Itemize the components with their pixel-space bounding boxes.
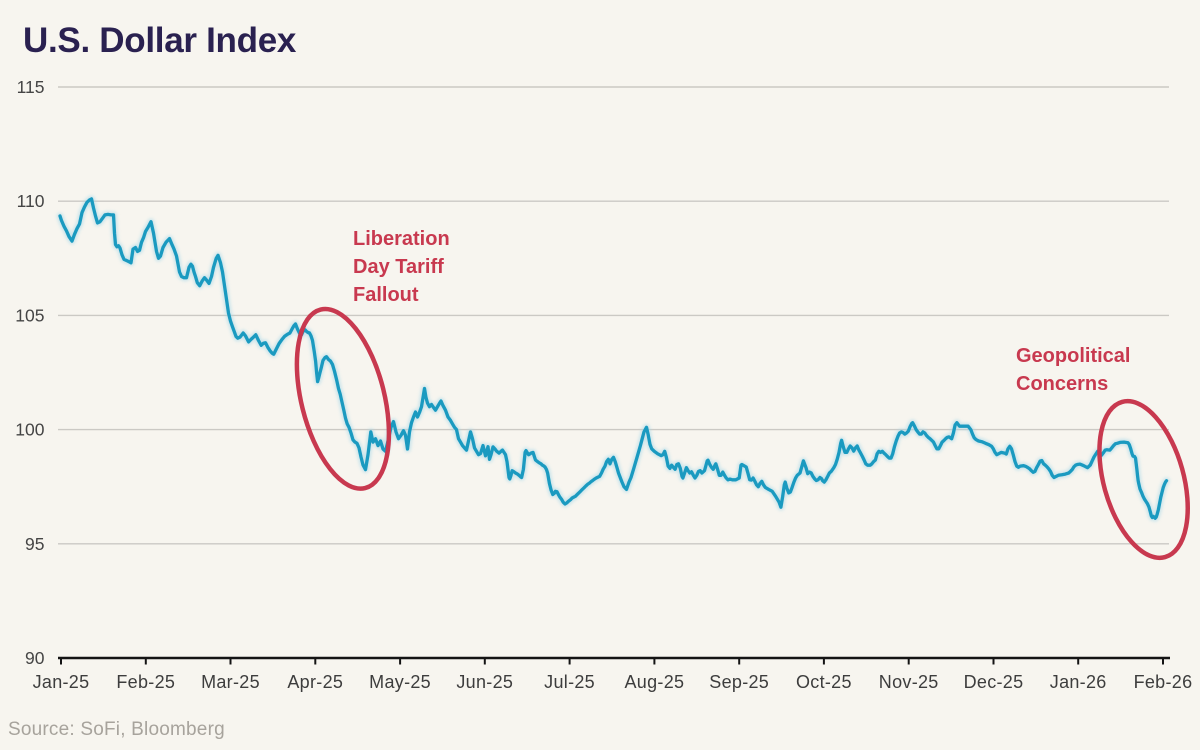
- svg-text:May-25: May-25: [369, 672, 431, 692]
- svg-text:90: 90: [25, 648, 45, 668]
- svg-text:Aug-25: Aug-25: [624, 672, 684, 692]
- svg-text:Mar-25: Mar-25: [201, 672, 260, 692]
- svg-text:115: 115: [17, 77, 45, 97]
- svg-text:Feb-25: Feb-25: [116, 672, 175, 692]
- svg-text:105: 105: [15, 305, 44, 325]
- svg-text:Jul-25: Jul-25: [544, 672, 595, 692]
- svg-text:Apr-25: Apr-25: [287, 672, 343, 692]
- svg-text:Dec-25: Dec-25: [964, 672, 1024, 692]
- svg-text:95: 95: [25, 534, 44, 554]
- svg-text:Sep-25: Sep-25: [709, 672, 769, 692]
- svg-text:Nov-25: Nov-25: [879, 672, 939, 692]
- svg-text:Feb-26: Feb-26: [1134, 672, 1193, 692]
- svg-text:100: 100: [15, 420, 44, 440]
- svg-text:Oct-25: Oct-25: [796, 672, 852, 692]
- svg-text:Jan-26: Jan-26: [1050, 672, 1107, 692]
- svg-text:Jan-25: Jan-25: [33, 672, 90, 692]
- svg-text:110: 110: [17, 191, 45, 211]
- svg-text:Jun-25: Jun-25: [456, 672, 513, 692]
